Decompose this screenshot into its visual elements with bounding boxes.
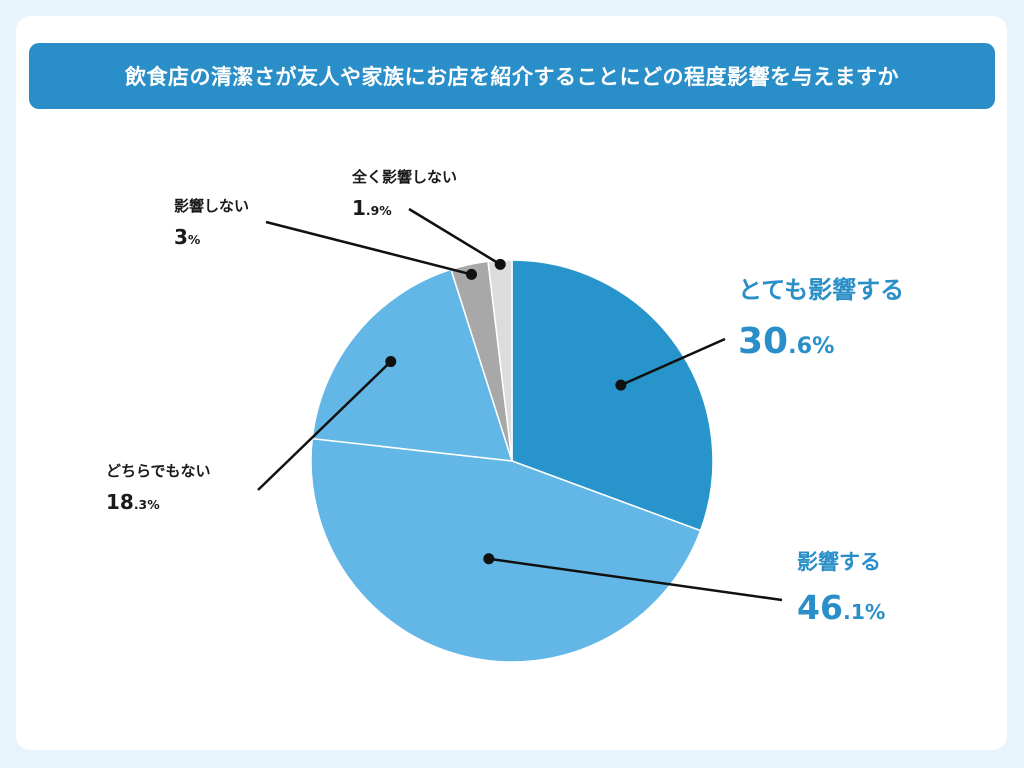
label-very-influential: とても影響する 30.6%	[738, 278, 904, 360]
title-bar: 飲食店の清潔さが友人や家族にお店を紹介することにどの程度影響を与えますか	[29, 43, 995, 109]
leader-neutral	[257, 360, 392, 491]
label-very-influential-name: とても影響する	[738, 276, 905, 304]
label-very-influential-value: 30.6%	[738, 321, 835, 362]
label-influential-name: 影響する	[797, 550, 881, 574]
label-not-influential: 影響しない 3%	[174, 197, 250, 249]
leader-neutral-dot	[385, 356, 397, 368]
chart-title: 飲食店の清潔さが友人や家族にお店を紹介することにどの程度影響を与えますか	[125, 65, 899, 89]
label-neutral-value: 18.3%	[106, 490, 160, 514]
label-not-at-all-value: 1.9%	[352, 196, 392, 220]
label-not-influential-value: 3%	[174, 225, 201, 249]
leader-very-influential-dot	[615, 379, 627, 391]
leader-not-at-all-dot	[494, 258, 506, 270]
label-neutral-name: どちらでもない	[106, 462, 211, 480]
leader-lines	[257, 207, 783, 602]
leader-not-influential-dot	[465, 268, 477, 280]
leader-very-influential	[620, 337, 726, 387]
leader-influential	[488, 557, 783, 602]
label-influential-value: 46.1%	[797, 588, 886, 627]
slice-neutral	[311, 268, 514, 462]
label-not-influential-name: 影響しない	[174, 197, 250, 215]
leader-influential-dot	[483, 553, 495, 565]
slice-very-influential	[511, 259, 714, 532]
leader-not-influential	[265, 220, 472, 276]
label-influential: 影響する 46.1%	[797, 550, 886, 627]
label-neutral: どちらでもない 18.3%	[106, 462, 211, 514]
label-not-at-all: 全く影響しない 1.9%	[352, 168, 458, 220]
pie-slices	[310, 259, 714, 663]
slice-influential	[310, 437, 702, 663]
leader-not-at-all	[408, 207, 501, 266]
label-not-at-all-name: 全く影響しない	[352, 168, 458, 186]
